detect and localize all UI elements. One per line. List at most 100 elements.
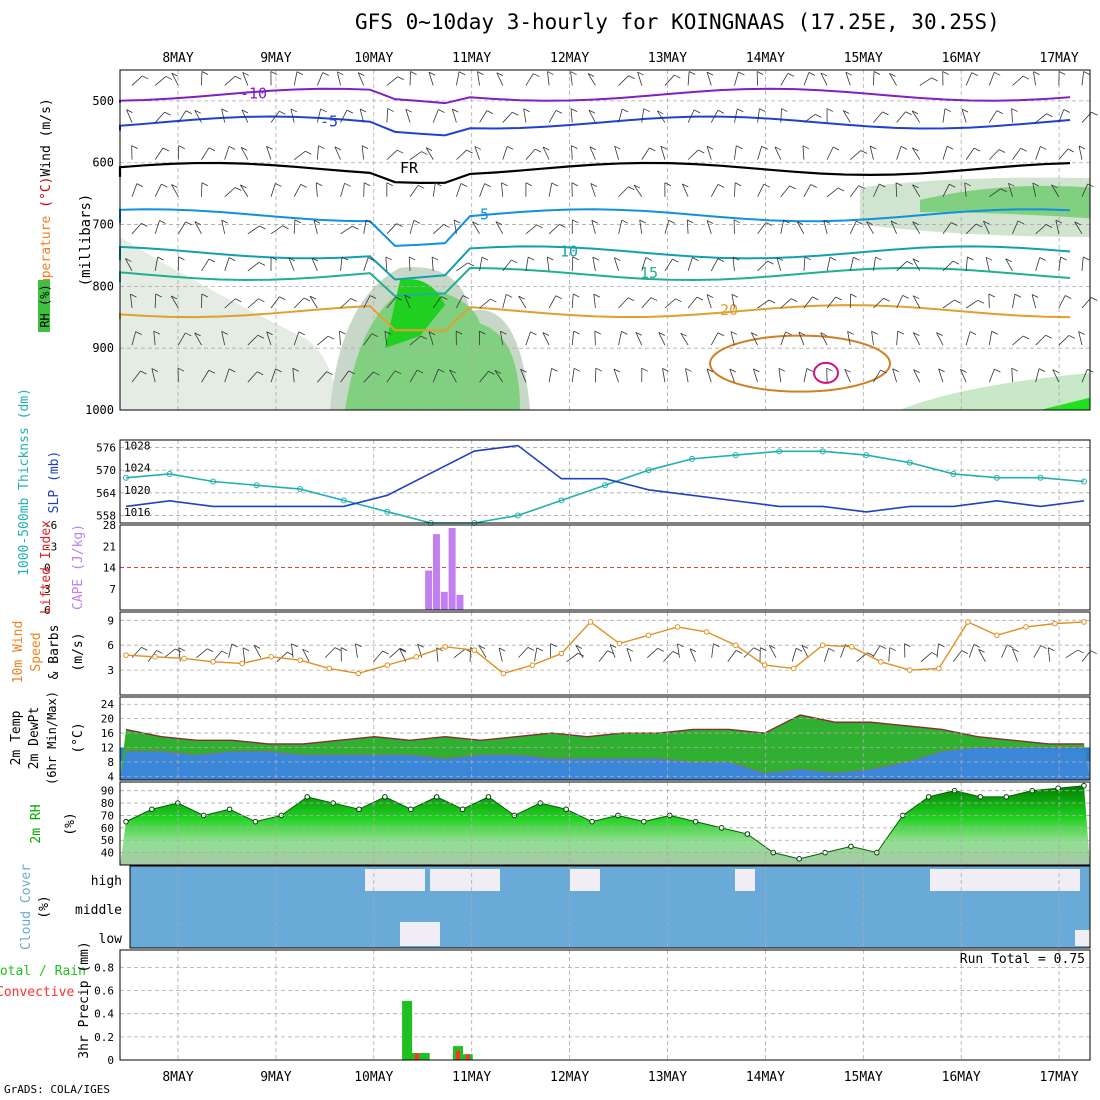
barb-feather: [883, 297, 890, 302]
barb-staff: [449, 369, 457, 383]
barb-staff: [431, 256, 434, 271]
barb-staff: [499, 331, 504, 346]
barb-staff: [542, 332, 550, 346]
precip-total-bar: [402, 1000, 413, 1060]
cloud-block: [430, 869, 500, 891]
wind-barb: [177, 367, 185, 383]
barb-feather: [820, 332, 827, 337]
wind-barb: [1081, 256, 1090, 271]
day-label-bottom: 10MAY: [354, 1070, 393, 1085]
barb-staff: [656, 110, 666, 123]
wind-barb: [201, 182, 209, 197]
wind-barb: [780, 331, 792, 346]
barb-staff: [361, 145, 365, 160]
wind-barb: [449, 369, 457, 383]
barb-feather: [413, 220, 421, 224]
wind-barb: [340, 256, 349, 271]
barb-staff: [154, 183, 162, 197]
barb-feather: [1008, 182, 1015, 187]
barb-staff: [589, 146, 596, 160]
barb-feather: [680, 332, 687, 337]
barb-staff: [566, 652, 579, 662]
barb-staff: [178, 110, 187, 123]
surface-wind-barb: [550, 643, 557, 658]
barb-feather: [240, 146, 248, 151]
barb-feather: [975, 223, 983, 228]
wind-barb: [942, 183, 956, 197]
wind-barb: [873, 111, 889, 123]
wind-barb: [313, 219, 321, 234]
barb-staff: [151, 368, 156, 383]
thickness-point: [863, 452, 870, 459]
rh-tick: 80: [101, 797, 114, 810]
wind-barb: [633, 184, 643, 197]
barb-feather: [555, 295, 563, 300]
wind-label-1: 10m Wind: [11, 621, 26, 684]
barb-feather: [672, 258, 679, 263]
wind-barb: [589, 146, 597, 160]
wind-barb: [479, 370, 495, 383]
barb-staff: [896, 331, 899, 346]
temp-label-1: 2m Temp: [9, 710, 24, 765]
barb-feather: [658, 332, 665, 336]
barb-feather: [912, 258, 920, 263]
wind-barb: [224, 187, 242, 198]
wind-speed-point: [877, 659, 884, 665]
wind-barb: [780, 73, 795, 86]
barb-staff: [276, 651, 288, 662]
rh-legend-label: RH (%): [38, 284, 52, 327]
barb-feather: [879, 183, 886, 188]
wind-barb: [240, 184, 249, 197]
day-label-bottom: 8MAY: [162, 1070, 193, 1085]
thickness-point: [253, 482, 260, 489]
barb-staff: [154, 293, 157, 309]
barb-staff: [340, 109, 348, 123]
wind-barb: [153, 330, 160, 346]
thickness-point: [819, 448, 826, 455]
barb-feather: [1078, 145, 1086, 150]
barb-feather: [595, 367, 603, 372]
barb-feather: [352, 225, 359, 230]
barb-staff: [734, 108, 738, 123]
barb-staff: [479, 257, 483, 271]
rh-point: [796, 856, 802, 862]
barb-feather: [305, 150, 312, 155]
wind-barb: [363, 257, 375, 272]
barb-feather: [542, 332, 550, 336]
barb-staff: [131, 183, 138, 197]
barb-staff: [302, 649, 310, 662]
barb-staff: [131, 223, 142, 235]
wind-barb: [131, 145, 138, 160]
barb-staff: [154, 257, 159, 271]
wind-barb: [270, 110, 286, 123]
wind-barb: [224, 368, 236, 383]
barb-staff: [588, 109, 596, 123]
barb-staff: [534, 647, 538, 662]
barb-staff: [734, 182, 736, 197]
barb-feather: [371, 333, 378, 338]
barb-feather: [527, 646, 535, 651]
wind-barb: [1012, 75, 1030, 86]
surface-wind-barb: [253, 645, 262, 658]
wind-barb: [224, 145, 236, 160]
barb-feather: [789, 185, 796, 190]
wind-barb: [131, 370, 147, 383]
barb-feather: [177, 367, 185, 372]
barb-staff: [710, 258, 719, 272]
barb-staff: [590, 183, 596, 197]
barb-staff: [727, 650, 737, 662]
wind-barb: [1005, 258, 1013, 272]
wind-barb: [588, 109, 596, 123]
barb-feather: [170, 295, 178, 300]
wind-speed-point: [1081, 619, 1087, 625]
barb-staff: [309, 295, 318, 309]
barb-feather: [420, 335, 427, 340]
wind-barb: [451, 108, 459, 123]
wind-speed-point: [181, 655, 187, 662]
wind-barb: [961, 108, 969, 123]
barb-feather: [573, 367, 581, 372]
barb-feather: [327, 335, 335, 340]
barb-feather: [627, 297, 635, 302]
barb-feather: [906, 260, 914, 265]
barb-feather: [484, 183, 491, 187]
